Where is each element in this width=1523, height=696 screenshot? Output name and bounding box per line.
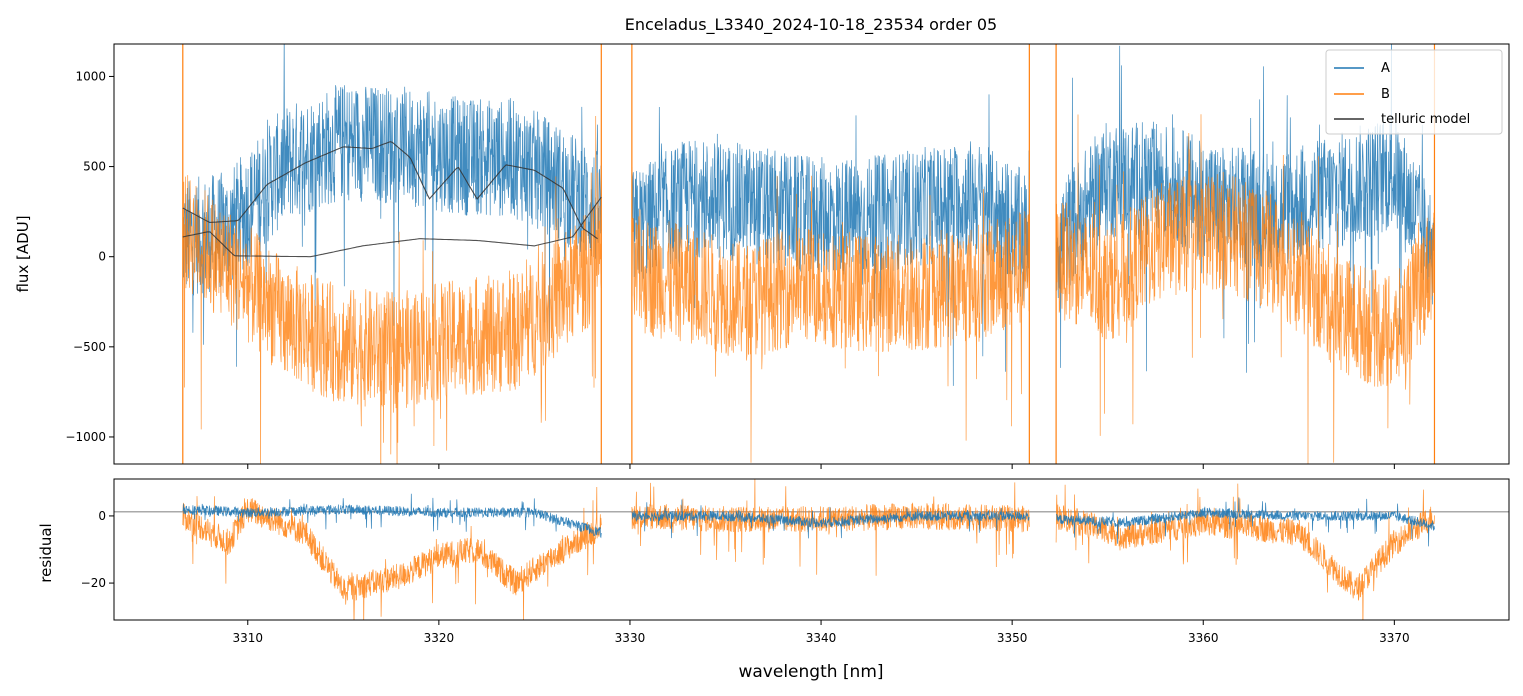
residual-ylabel: residual — [37, 523, 55, 582]
series-b-line — [182, 114, 1435, 464]
flux-axes-frame — [113, 43, 1510, 465]
flux-ytick-label: −500 — [73, 340, 106, 354]
xtick-label: 3330 — [615, 631, 646, 645]
xtick-label: 3360 — [1188, 631, 1219, 645]
chart-title: Enceladus_L3340_2024-10-18_23534 order 0… — [625, 15, 997, 35]
flux-ytick-label: 1000 — [75, 69, 106, 83]
legend-label-b: B — [1381, 87, 1390, 102]
legend-label-a: A — [1381, 61, 1390, 76]
xtick-label: 3340 — [806, 631, 837, 645]
legend: A B telluric model — [1325, 49, 1503, 135]
flux-ytick-label: 500 — [83, 160, 106, 174]
flux-ytick-label: 0 — [98, 250, 106, 264]
residual-panel: −20 0 3310 3320 3330 3340 3350 3360 3370 residu… — [37, 478, 1510, 682]
xtick-label: 3350 — [997, 631, 1028, 645]
xlabel: wavelength [nm] — [738, 662, 883, 682]
residual-a-line — [182, 493, 1435, 547]
residual-axes-frame — [113, 478, 1510, 621]
xtick-label: 3370 — [1379, 631, 1410, 645]
residual-b-line — [182, 479, 1435, 620]
legend-box — [1325, 49, 1503, 135]
telluric-model-b-line — [182, 196, 602, 258]
flux-panel: −1000 −500 0 500 1000 flux [ADU] A B telluri… — [14, 43, 1510, 469]
residual-ytick-label: −20 — [81, 576, 106, 590]
xtick-label: 3320 — [424, 631, 455, 645]
xtick-label: 3310 — [232, 631, 263, 645]
flux-ylabel: flux [ADU] — [14, 215, 32, 292]
telluric-model-line — [182, 141, 598, 240]
residual-ytick-label: 0 — [98, 509, 106, 523]
flux-ytick-label: −1000 — [65, 430, 106, 444]
legend-label-telluric: telluric model — [1381, 112, 1470, 127]
